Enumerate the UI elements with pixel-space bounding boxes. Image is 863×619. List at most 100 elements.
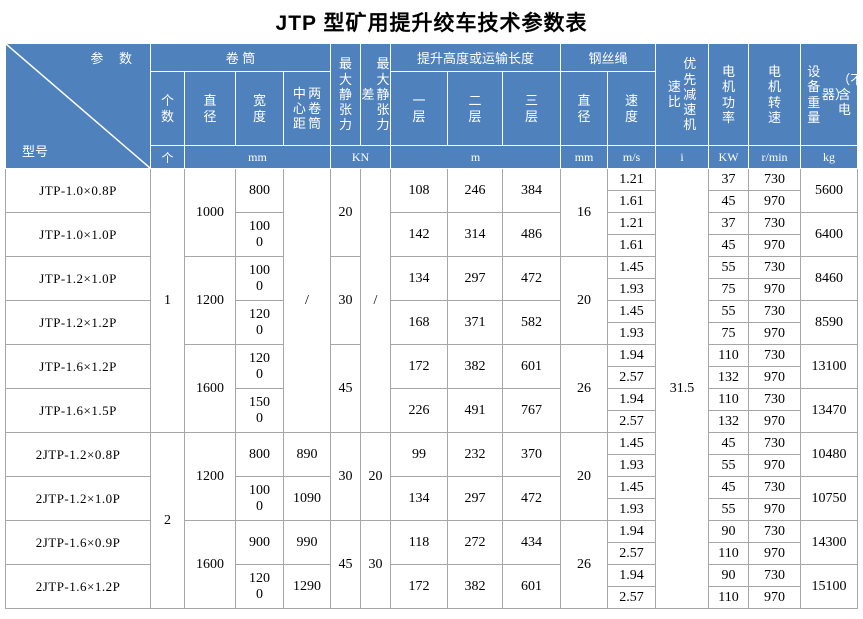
rope-diameter-cell: 26 <box>560 520 609 609</box>
header-rope-diameter: 直径 <box>560 71 609 146</box>
drum-diameter-cell: 1600 <box>184 344 236 433</box>
unit-drum-mm: mm <box>184 145 331 169</box>
unit-rope-mm: mm <box>560 145 609 169</box>
motor-rpm-cell: 730 <box>748 520 802 543</box>
motor-power-cell: 55 <box>708 454 750 477</box>
rope-speed-cell: 1.94 <box>607 520 657 543</box>
unit-i: i <box>655 145 710 169</box>
max-tension-cell: 45 <box>330 344 361 433</box>
rope-speed-cell: 1.94 <box>607 388 657 411</box>
header-group-drum: 卷 筒 <box>150 43 331 72</box>
motor-rpm-cell: 970 <box>748 410 802 433</box>
layer3-cell: 582 <box>501 300 562 345</box>
table-row-sub: 2.57 110 970 <box>6 586 858 609</box>
weight-cell: 10750 <box>800 476 859 521</box>
header-motor-speed: 电机转速 <box>748 43 802 146</box>
table-header: 参 数 型号 卷 筒 最大静张力 差 最大静张力 提升高度或运输长度 钢丝绳 速… <box>5 43 863 169</box>
motor-power-cell: 110 <box>708 542 750 565</box>
motor-rpm-cell: 970 <box>748 498 802 521</box>
weight-label-col2: 器） <box>821 86 848 102</box>
unit-rmin: r/min <box>748 145 802 169</box>
table-row: 2JTP-1.2×1.0P 1000 1090 134 297 472 1.45 45 730 1… <box>5 476 859 521</box>
model-cell: 2JTP-1.2×0.8P <box>5 432 151 477</box>
drum-count-cell: 1 <box>150 168 185 433</box>
tension-diff-cell: 20 <box>360 432 391 521</box>
weight-cell: 5600 <box>800 168 859 213</box>
motor-power-cell: 90 <box>708 564 750 587</box>
weight-cell: 8590 <box>800 300 859 345</box>
reducer-ratio-label-right: 优先减速机 <box>683 56 697 133</box>
motor-speed-label: 电机转速 <box>768 63 782 125</box>
rope-speed-cell: 1.93 <box>607 454 657 477</box>
rope-speed-cell: 1.45 <box>607 256 657 279</box>
layer2-cell: 297 <box>447 476 503 521</box>
unit-kw: KW <box>708 145 750 169</box>
weight-cell: 13100 <box>800 344 859 389</box>
motor-power-cell: 37 <box>708 212 750 235</box>
layer1-cell: 172 <box>390 564 448 609</box>
center-distance-label-left: 中心距 <box>292 85 306 132</box>
spec-table: 参 数 型号 卷 筒 最大静张力 差 最大静张力 提升高度或运输长度 钢丝绳 速… <box>5 43 863 609</box>
motor-power-cell: 55 <box>708 256 750 279</box>
rope-diameter-cell: 26 <box>560 344 609 433</box>
unit-kn: KN <box>330 145 391 169</box>
rope-diameter-cell: 20 <box>560 432 609 521</box>
drum-width-cell: 1000 <box>235 212 284 257</box>
table-row: JTP-1.0×1.0P 1000 142 314 486 1.21 37 730 6400 <box>5 212 859 257</box>
motor-rpm-cell: 970 <box>748 322 802 345</box>
unit-count: 个 <box>150 145 185 169</box>
header-layer2: 二层 <box>447 71 503 146</box>
rope-diameter-cell: 20 <box>560 256 609 345</box>
motor-rpm-cell: 970 <box>748 190 802 213</box>
rope-diameter-label: 直径 <box>577 93 591 124</box>
unit-kg: kg <box>800 145 859 169</box>
max-tension-cell: 45 <box>330 520 361 609</box>
table-row-sub: 1.93 55 970 <box>6 454 858 477</box>
header-drum-count: 个数 <box>150 71 185 146</box>
layer2-cell: 246 <box>447 168 503 213</box>
model-cell: JTP-1.0×1.0P <box>5 212 151 257</box>
motor-power-cell: 110 <box>708 344 750 367</box>
layer2-label: 二层 <box>468 93 482 124</box>
rope-speed-cell: 1.93 <box>607 322 657 345</box>
rope-speed-cell: 1.61 <box>607 234 657 257</box>
layer2-cell: 382 <box>447 344 503 389</box>
header-max-static-tension-diff: 差 最大静张力 <box>360 43 391 146</box>
tension-diff-label-right: 最大静张力 <box>376 56 390 133</box>
motor-rpm-cell: 970 <box>748 234 802 257</box>
drum-width-cell: 800 <box>235 168 284 213</box>
layer3-cell: 472 <box>501 256 562 301</box>
rope-speed-cell: 1.61 <box>607 190 657 213</box>
motor-power-cell: 55 <box>708 498 750 521</box>
header-motor-power: 电机功率 <box>708 43 750 146</box>
corner-model-label: 型号 <box>22 144 49 159</box>
drum-diameter-cell: 1000 <box>184 168 236 257</box>
weight-cell: 6400 <box>800 212 859 257</box>
layer2-cell: 272 <box>447 520 503 565</box>
layer2-cell: 491 <box>447 388 503 433</box>
header-layer3: 三层 <box>501 71 562 146</box>
layer3-cell: 601 <box>501 564 562 609</box>
tension-diff-label-left: 差 <box>361 86 375 102</box>
tension-diff-cell: / <box>360 168 391 433</box>
layer2-cell: 382 <box>447 564 503 609</box>
drum-width-cell: 1200 <box>235 564 284 609</box>
motor-rpm-cell: 730 <box>748 388 802 411</box>
layer1-cell: 108 <box>390 168 448 213</box>
rope-speed-cell: 2.57 <box>607 410 657 433</box>
motor-rpm-cell: 730 <box>748 432 802 455</box>
header-label-row: 个数 直径 宽度 中心距 两卷筒 一层 二层 三层 直径 速度 <box>6 71 858 146</box>
layer2-cell: 232 <box>447 432 503 477</box>
motor-rpm-cell: 730 <box>748 564 802 587</box>
corner-param-label: 参 数 <box>90 51 138 66</box>
rope-speed-cell: 1.45 <box>607 300 657 323</box>
model-cell: JTP-1.2×1.0P <box>5 256 151 301</box>
header-unit-row: 个 mm KN m mm m/s i KW r/min kg <box>6 145 859 169</box>
table-row-sub: 2.57 132 970 <box>6 410 858 433</box>
motor-rpm-cell: 730 <box>748 300 802 323</box>
unit-ms: m/s <box>607 145 657 169</box>
layer3-cell: 486 <box>501 212 562 257</box>
weight-cell: 15100 <box>800 564 859 609</box>
drum-diameter-cell: 1200 <box>184 256 236 345</box>
layer2-cell: 314 <box>447 212 503 257</box>
